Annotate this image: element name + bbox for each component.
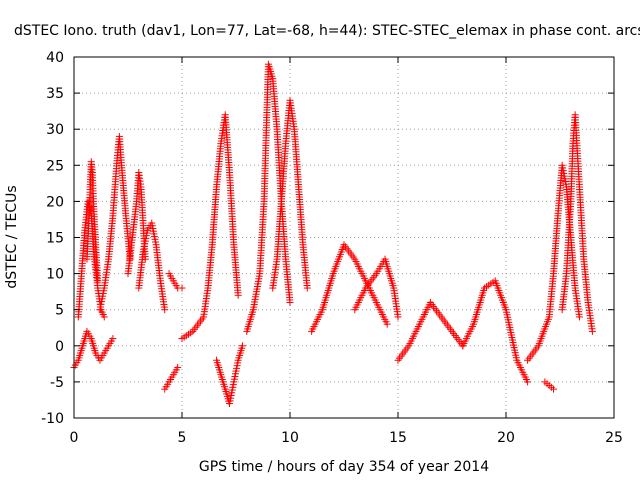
data-point [383, 320, 391, 328]
data-point [94, 277, 102, 285]
x-tick-label: 20 [497, 430, 515, 446]
x-tick-label: 25 [605, 430, 623, 446]
y-tick-label: 0 [55, 339, 64, 355]
data-point [286, 298, 294, 306]
data-point [178, 284, 186, 292]
data-point [161, 306, 169, 314]
x-axis-title: GPS time / hours of day 354 of year 2014 [199, 459, 489, 475]
y-tick-label: 25 [46, 158, 64, 174]
x-tick-label: 15 [389, 430, 407, 446]
data-point [524, 378, 532, 386]
data-point [550, 385, 558, 393]
y-tick-label: -10 [41, 411, 64, 427]
data-point [238, 342, 246, 350]
data-points [70, 60, 596, 408]
data-point [575, 313, 583, 321]
y-tick-label: 35 [46, 86, 64, 102]
data-point [588, 327, 596, 335]
x-tick-label: 5 [178, 430, 187, 446]
chart-title: dSTEC Iono. truth (dav1, Lon=77, Lat=-68… [14, 23, 640, 39]
y-axis-title: dSTEC / TECUs [4, 185, 20, 288]
y-tick-label: 15 [46, 231, 64, 247]
y-tick-label: 10 [46, 267, 64, 283]
y-tick-label: -5 [50, 375, 64, 391]
data-point [303, 284, 311, 292]
x-tick-label: 10 [281, 430, 299, 446]
grid [74, 57, 614, 418]
data-point [234, 291, 242, 299]
y-tick-label: 30 [46, 122, 64, 138]
data-point [109, 335, 117, 343]
x-tick-label: 0 [70, 430, 79, 446]
axis-ticks: 0 5 10 15 20 25 -10 -5 0 5 10 15 20 25 30 35 40 [41, 50, 623, 446]
y-tick-label: 20 [46, 194, 64, 210]
y-tick-label: 40 [46, 50, 64, 66]
data-point [100, 313, 108, 321]
y-tick-label: 5 [55, 303, 64, 319]
data-point [394, 313, 402, 321]
data-point [174, 363, 182, 371]
